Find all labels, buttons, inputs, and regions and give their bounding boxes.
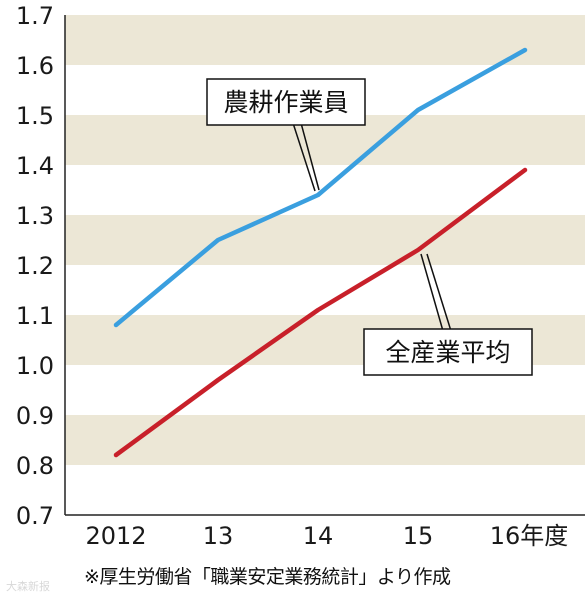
x-tick-label: 13 <box>203 522 234 550</box>
y-tick-label: 1.2 <box>16 252 54 280</box>
y-tick-label: 0.8 <box>16 452 54 480</box>
callout-farm-workers-leader-b <box>300 122 320 191</box>
grid-band <box>65 15 585 65</box>
x-tick-label: 15 <box>403 522 434 550</box>
source-note: ※厚生労働省「職業安定業務統計」より作成 <box>84 566 451 588</box>
series-label-all-industry: 全産業平均 <box>385 338 510 367</box>
y-tick-label: 0.7 <box>16 502 54 530</box>
series-line-1 <box>113 167 528 458</box>
callout-all-industry-leader-b <box>426 253 452 332</box>
y-tick-label: 1.6 <box>16 52 54 80</box>
y-tick-label: 1.4 <box>16 152 54 180</box>
series-line-0 <box>113 47 528 328</box>
watermark: 大森新报 <box>6 580 50 593</box>
callout-all-industry: 全産業平均 <box>363 253 533 376</box>
grid-band <box>65 215 585 265</box>
x-tick-label: 14 <box>303 522 334 550</box>
x-tick-label: 16年度 <box>490 522 569 550</box>
y-tick-label: 1.0 <box>16 352 54 380</box>
callout-farm-workers-leader-a <box>292 122 316 192</box>
x-tick-labels: 2012 13 14 15 16年度 <box>85 522 568 550</box>
series-lines <box>113 47 528 458</box>
y-tick-label: 0.9 <box>16 402 54 430</box>
y-tick-label: 1.1 <box>16 302 54 330</box>
callout-farm-workers: 農耕作業員 <box>206 78 366 192</box>
y-tick-label: 1.7 <box>16 2 54 30</box>
x-tick-label: 2012 <box>85 522 146 550</box>
callout-farm-workers-box <box>206 78 366 126</box>
y-tick-label: 1.3 <box>16 202 54 230</box>
axes <box>64 15 585 516</box>
callout-all-industry-leader-a <box>420 253 444 332</box>
y-tick-labels: 0.7 0.8 0.9 1.0 1.1 1.2 1.3 1.4 1.5 1.6 1.7 <box>16 2 54 530</box>
y-tick-label: 1.5 <box>16 102 54 130</box>
series-label-farm-workers: 農耕作業員 <box>223 88 348 117</box>
grid-band <box>65 415 585 465</box>
callout-all-industry-box <box>363 328 533 376</box>
